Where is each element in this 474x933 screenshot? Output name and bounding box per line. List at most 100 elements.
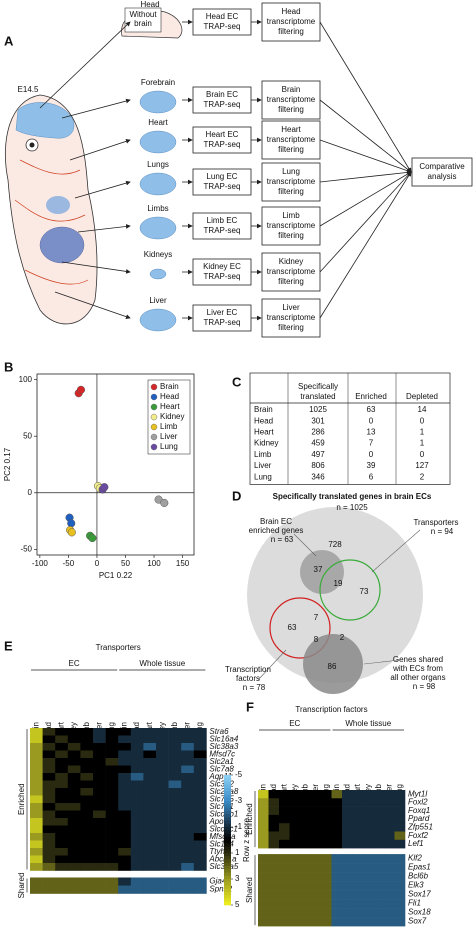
heatmap-cell	[93, 833, 106, 841]
y-axis-label: PC2 0.17	[3, 447, 12, 481]
ec-box-text: TRAP-seq	[204, 318, 241, 327]
colorbar-tick-label: 3	[235, 874, 240, 883]
venn-set-label: with ECs from	[392, 664, 443, 673]
heatmap-cell	[156, 773, 169, 781]
colorbar-segment	[224, 823, 231, 828]
heatmap-cell	[143, 803, 157, 811]
colorbar-segment	[224, 810, 231, 815]
organ-icon	[149, 268, 167, 280]
heatmap-cell	[42, 773, 56, 781]
ec-box	[192, 86, 252, 114]
heatmap-cell	[384, 839, 395, 849]
heatmap-cell	[168, 840, 182, 849]
ec-box-text: Head EC	[206, 12, 239, 21]
heatmap-cell	[93, 750, 106, 759]
heatmap-cell	[300, 881, 311, 891]
heatmap-cell	[310, 899, 322, 909]
table-cell: 497	[311, 450, 325, 459]
heatmap-cell	[268, 899, 280, 909]
heatmap-cell	[331, 899, 343, 909]
heatmap-cell	[279, 798, 290, 807]
heatmap-cell	[80, 833, 94, 841]
heatmap-cell	[42, 803, 56, 811]
heatmap-cell	[143, 885, 157, 894]
heatmap-cell	[279, 854, 290, 864]
heatmap-cell	[105, 863, 119, 871]
heatmap-cell	[321, 890, 332, 900]
heatmap-cell	[67, 825, 81, 834]
table-cell: 2	[420, 472, 425, 481]
heatmap-cell	[30, 780, 43, 789]
heatmap-cell	[193, 735, 207, 744]
filter-box	[261, 162, 321, 202]
heatmap-cell	[42, 743, 56, 751]
table-cell: 301	[311, 416, 325, 425]
heatmap-cell	[30, 848, 43, 856]
organ-icon	[139, 308, 177, 332]
organ-icon	[139, 216, 177, 240]
heatmap-cell	[310, 872, 322, 882]
colorbar-segment	[224, 807, 231, 812]
arrow	[319, 99, 412, 173]
heatmap-cell	[193, 750, 207, 759]
data-point	[76, 385, 86, 394]
heatmap-cell	[384, 831, 395, 841]
heatmap-cell	[342, 863, 353, 873]
heatmap-cell	[193, 803, 207, 811]
heatmap-cell	[30, 840, 43, 849]
heatmap-cell	[156, 810, 169, 819]
heatmap-cell	[342, 831, 353, 841]
heatmap-cell	[130, 825, 144, 834]
ec-box	[192, 258, 252, 286]
venn-set-label: Genes shared	[393, 655, 443, 664]
gene-label: Zfp551	[407, 822, 433, 831]
heatmap-cell	[67, 728, 81, 736]
venn-count: 86	[328, 662, 337, 671]
venn-count: 19	[334, 579, 343, 588]
heatmap-cell	[30, 750, 43, 759]
heatmap-cell	[279, 899, 290, 909]
colorbar-segment	[224, 778, 231, 782]
heatmap-cell	[331, 798, 343, 807]
heatmap-cell	[363, 854, 374, 864]
heatmap-cell	[105, 877, 119, 886]
heatmap-cell	[342, 790, 353, 799]
heatmap-cell	[118, 877, 132, 886]
heatmap-cell	[384, 854, 395, 864]
gene-label: Myt1l	[408, 789, 427, 798]
heatmap-cell	[321, 831, 332, 841]
heatmap-cell	[279, 917, 290, 927]
colorbar-segment	[224, 817, 231, 821]
heatmap-cell	[118, 758, 132, 766]
heatmap-cell	[143, 773, 157, 781]
heatmap-cell	[394, 863, 406, 873]
heatmap-cell	[258, 917, 269, 927]
gene-label: Stra6	[209, 727, 229, 736]
heatmap-cell	[394, 881, 406, 891]
heatmap-cell	[30, 833, 43, 841]
heatmap-cell	[143, 818, 157, 826]
heatmap-cell	[258, 798, 269, 807]
heatmap-cell	[156, 765, 169, 774]
heatmap-cell	[80, 840, 94, 849]
heatmap-cell	[118, 773, 132, 781]
heatmap-cell	[55, 818, 69, 826]
heatmap-cell	[181, 833, 195, 841]
gene-label: Apod	[208, 817, 228, 826]
heatmap-cell	[30, 728, 43, 736]
colorbar-tick-label: -3	[235, 796, 243, 805]
heatmap-cell	[258, 863, 269, 873]
heatmap-cell	[80, 750, 94, 759]
heatmap-cell	[118, 810, 132, 819]
heatmap-cell	[258, 823, 269, 832]
y-tick-label: 0	[28, 488, 33, 497]
heatmap-cell	[394, 790, 406, 799]
heatmap-cell	[384, 863, 395, 873]
arrow	[319, 139, 412, 173]
heatmap-cell	[394, 908, 406, 918]
colorbar-tick-label: -5	[235, 770, 243, 779]
heatmap-cell	[181, 728, 195, 736]
heatmap-cell	[168, 735, 182, 744]
data-point	[160, 498, 169, 508]
heatmap-cell	[321, 806, 332, 816]
